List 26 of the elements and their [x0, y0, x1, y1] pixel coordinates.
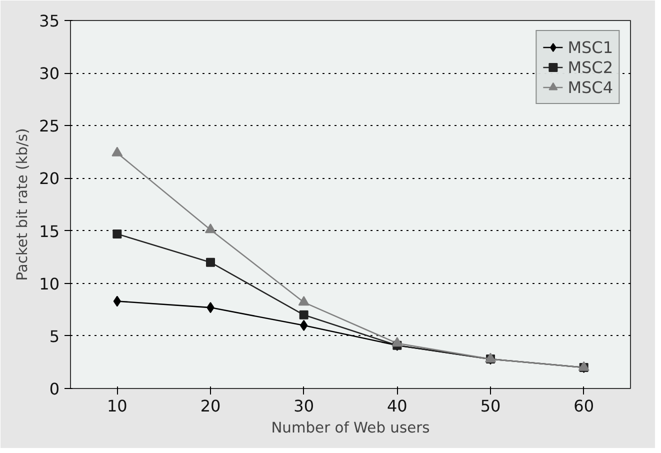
y-tick-label: 35: [39, 12, 60, 30]
legend-label: MSC4: [568, 78, 613, 96]
point: [112, 146, 123, 156]
point: [392, 337, 403, 347]
x-tick-label: 20: [200, 396, 221, 416]
legend-label: MSC2: [568, 58, 613, 76]
y-tick-label: 30: [39, 64, 60, 84]
y-axis-title: Packet bit rate (kb/s): [14, 128, 32, 281]
point: [298, 296, 310, 306]
y-tick-label: 5: [49, 326, 60, 346]
x-tick-label: 50: [480, 396, 501, 416]
point: [206, 258, 215, 267]
y-tick-label: 25: [39, 116, 60, 136]
point: [205, 223, 216, 234]
x-tick-label: 40: [386, 396, 408, 416]
x-tick-label: 10: [106, 396, 128, 416]
point: [299, 310, 308, 320]
y-tick-label: 15: [39, 222, 60, 241]
y-tick-label: 20: [39, 169, 60, 188]
y-tick-label: 0: [49, 380, 60, 398]
x-tick-label: 30: [294, 396, 314, 416]
legend-label: MSC1: [568, 38, 613, 56]
x-tick-label: 60: [574, 396, 594, 416]
x-axis-title: Number of Web users: [271, 420, 430, 436]
y-tick-label: 10: [39, 274, 60, 294]
point: [112, 229, 122, 238]
